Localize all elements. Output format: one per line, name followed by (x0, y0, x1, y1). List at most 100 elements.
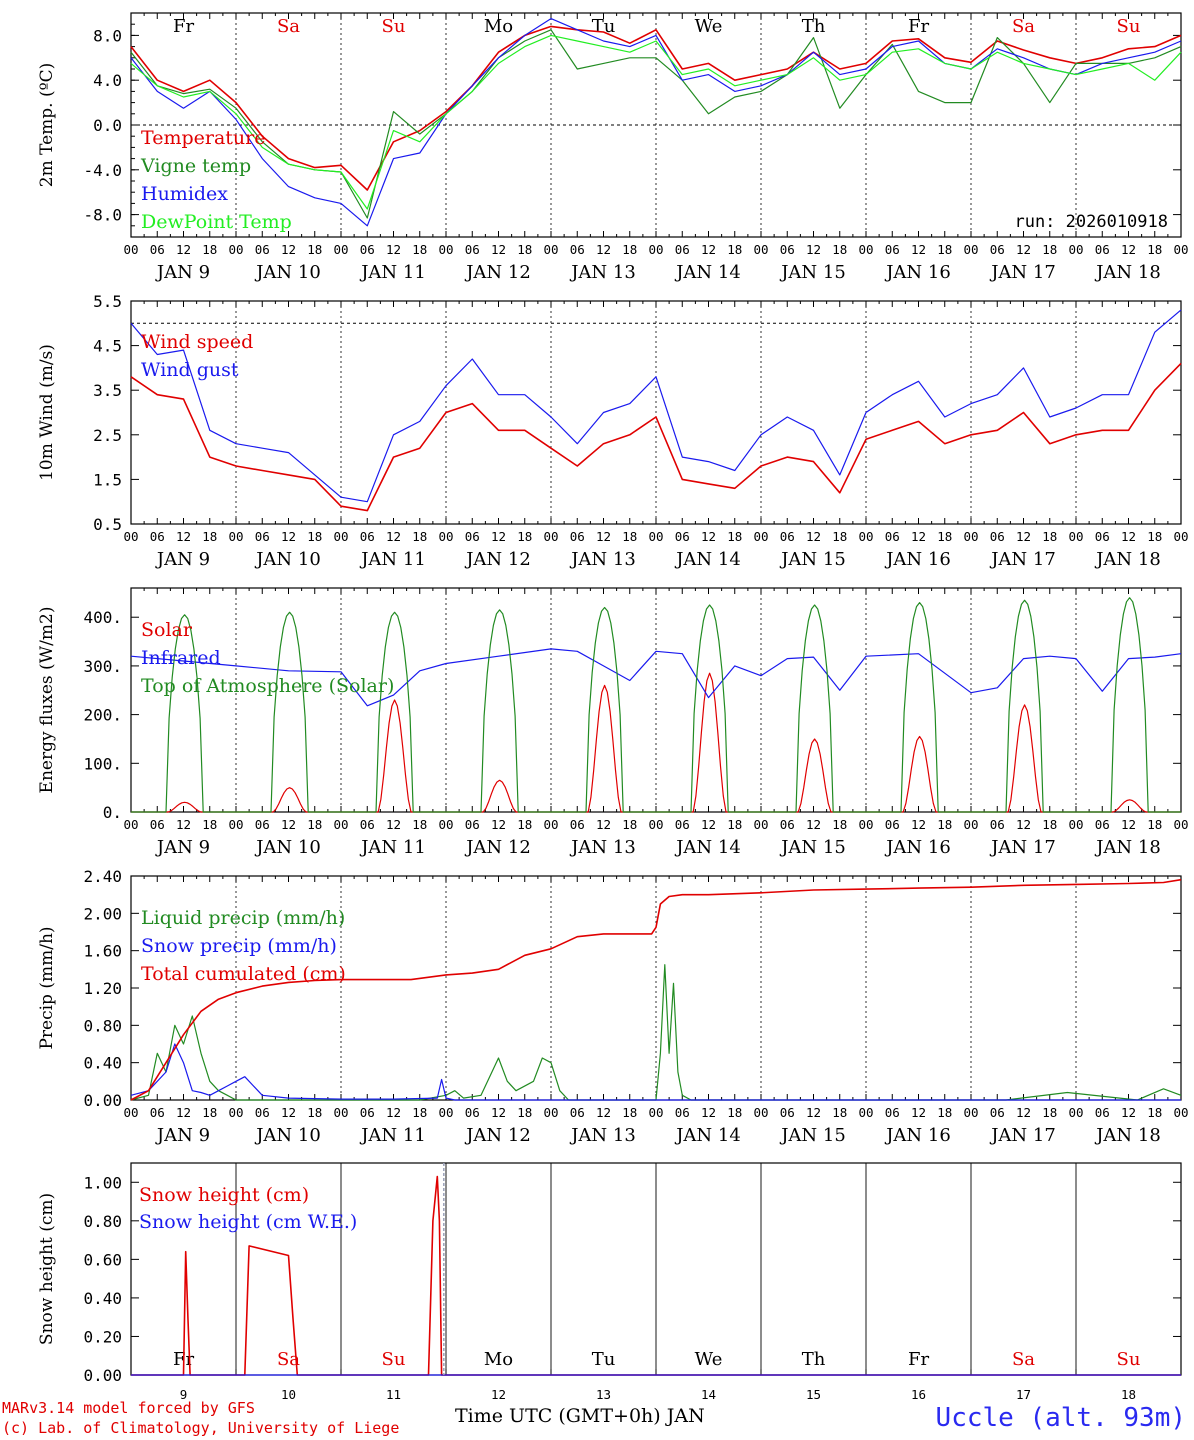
hour-tick-label: 18 (832, 817, 847, 832)
panel-snow: 0.00 0.20 0.40 0.60 0.80 1.00 Snow height (cm)… (37, 1162, 1182, 1402)
hour-tick-label: 18 (622, 529, 637, 544)
hour-tick-label: 18 (1147, 529, 1162, 544)
y-tick-label: 0.60 (83, 1250, 122, 1269)
day-label: JAN 15 (779, 262, 846, 283)
hour-tick-label: 18 (832, 1105, 847, 1120)
y-tick-label: 0.0 (93, 116, 122, 135)
hour-tick-label: 06 (465, 242, 480, 257)
day-label: JAN 16 (884, 837, 951, 858)
y-axis-label: Snow height (cm) (37, 1193, 57, 1345)
hour-tick-label: 00 (858, 1105, 873, 1120)
day-label: JAN 18 (1094, 262, 1161, 283)
day-label: JAN 12 (464, 262, 531, 283)
y-tick-label: 0.00 (83, 1091, 122, 1110)
day-label: JAN 17 (989, 549, 1056, 570)
day-label: JAN 14 (674, 1125, 741, 1146)
hour-tick-label: 18 (1042, 529, 1057, 544)
hour-tick-label: 00 (543, 529, 558, 544)
hour-tick-label: 00 (1173, 817, 1188, 832)
hour-tick-label: 06 (780, 817, 795, 832)
hour-tick-label: 12 (806, 242, 821, 257)
hour-tick-label: 00 (963, 529, 978, 544)
hour-tick-label: 18 (727, 242, 742, 257)
day-label: JAN 14 (674, 549, 741, 570)
day-label: JAN 13 (569, 262, 636, 283)
legend-entry: Liquid precip (mm/h) (141, 907, 345, 929)
hour-tick-label: 12 (1121, 242, 1136, 257)
hour-tick-label: 00 (333, 1105, 348, 1120)
legend-entry: Snow height (cm) (139, 1184, 309, 1206)
hour-tick-label: 00 (963, 242, 978, 257)
day-number-label: 17 (1016, 1387, 1031, 1402)
y-tick-label: 0.80 (83, 1212, 122, 1231)
hour-tick-label: 06 (1095, 1105, 1110, 1120)
hour-tick-label: 12 (911, 242, 926, 257)
hour-tick-label: 12 (491, 817, 506, 832)
hour-tick-label: 18 (517, 1105, 532, 1120)
hour-tick-label: 12 (1016, 529, 1031, 544)
series-temperature (130, 25, 1182, 191)
hour-tick-label: 00 (333, 242, 348, 257)
day-number-label: 14 (701, 1387, 716, 1402)
y-tick-label: 4.0 (93, 71, 122, 90)
day-number-label: 18 (1121, 1387, 1136, 1402)
y-tick-label: 300. (83, 657, 122, 676)
series-liquid-precip-mm-h (130, 964, 1182, 1101)
hour-tick-label: 18 (1042, 817, 1057, 832)
hour-tick-label: 12 (911, 817, 926, 832)
day-label: JAN 15 (779, 1125, 846, 1146)
hour-tick-label: 06 (990, 242, 1005, 257)
hour-tick-label: 00 (648, 529, 663, 544)
hour-tick-label: 18 (307, 242, 322, 257)
y-tick-label: 1.60 (83, 942, 122, 961)
hour-tick-label: 00 (858, 529, 873, 544)
hour-tick-label: 00 (333, 817, 348, 832)
weekday-label: Su (382, 16, 406, 37)
hour-tick-label: 12 (911, 1105, 926, 1120)
hour-tick-label: 18 (517, 242, 532, 257)
weekday-label: Sa (277, 1349, 300, 1370)
series-wind-gust (130, 309, 1182, 503)
hour-tick-label: 00 (1173, 529, 1188, 544)
day-label: JAN 9 (155, 1125, 210, 1146)
y-tick-label: 2.00 (83, 904, 122, 923)
hour-tick-label: 00 (1068, 529, 1083, 544)
hour-tick-label: 00 (228, 817, 243, 832)
hour-tick-label: 18 (622, 1105, 637, 1120)
hour-tick-label: 12 (806, 1105, 821, 1120)
day-label: JAN 11 (359, 1125, 426, 1146)
hour-tick-label: 18 (412, 817, 427, 832)
legend-entry: Temperature (141, 127, 265, 149)
hour-tick-label: 00 (1068, 242, 1083, 257)
series-humidex (130, 18, 1182, 227)
legend-entry: Total cumulated (cm) (141, 963, 346, 985)
hour-tick-label: 12 (596, 817, 611, 832)
day-label: JAN 10 (254, 262, 321, 283)
hour-tick-label: 00 (123, 242, 138, 257)
y-tick-label: 0.5 (93, 515, 122, 534)
weekday-label: Su (1117, 16, 1141, 37)
hour-tick-label: 06 (150, 1105, 165, 1120)
hour-tick-label: 12 (1016, 242, 1031, 257)
hour-tick-label: 12 (176, 529, 191, 544)
legend-entry: Top of Atmosphere (Solar) (141, 675, 394, 697)
hour-tick-label: 12 (596, 242, 611, 257)
hour-tick-label: 00 (228, 242, 243, 257)
x-axis-title: Time UTC (GMT+0h) JAN (455, 1405, 705, 1427)
hour-tick-label: 12 (281, 529, 296, 544)
series-top-of-atmosphere-solar (131, 597, 1181, 813)
hour-tick-label: 12 (911, 529, 926, 544)
hour-tick-label: 06 (255, 1105, 270, 1120)
hour-tick-label: 18 (1147, 817, 1162, 832)
day-label: JAN 16 (884, 549, 951, 570)
hour-tick-label: 12 (281, 242, 296, 257)
y-tick-label: 0.40 (83, 1289, 122, 1308)
day-number-label: 15 (806, 1387, 821, 1402)
weekday-label: We (695, 16, 723, 37)
hour-tick-label: 18 (622, 242, 637, 257)
legend-entry: Humidex (141, 183, 228, 205)
hour-tick-label: 18 (727, 529, 742, 544)
legend-entry: Snow precip (mm/h) (141, 935, 337, 957)
legend-entry: Wind speed (141, 331, 253, 353)
y-axis-label: 2m Temp. (ºC) (37, 63, 57, 188)
